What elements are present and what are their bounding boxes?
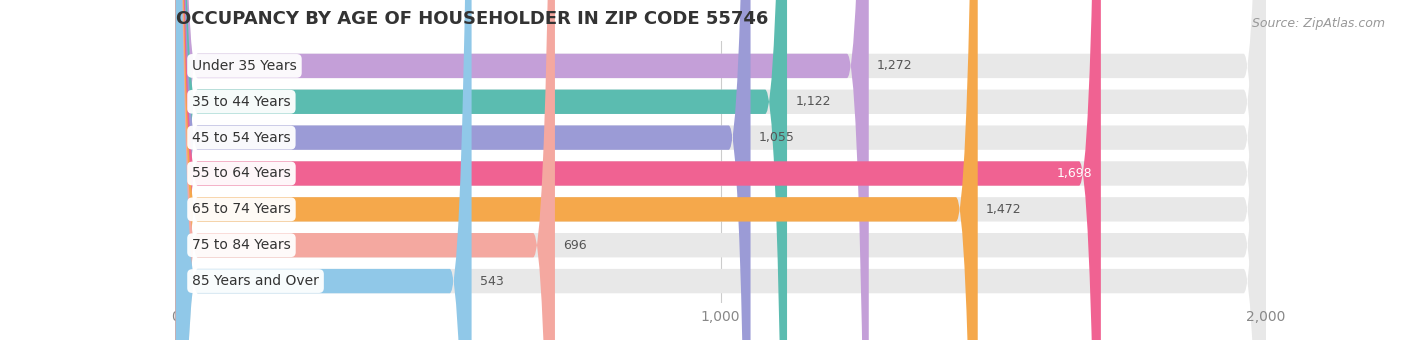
Text: 1,698: 1,698 xyxy=(1057,167,1092,180)
Text: 55 to 64 Years: 55 to 64 Years xyxy=(193,167,291,181)
FancyBboxPatch shape xyxy=(176,0,1101,340)
Text: 1,272: 1,272 xyxy=(877,59,912,72)
FancyBboxPatch shape xyxy=(176,0,977,340)
Text: 543: 543 xyxy=(479,275,503,288)
FancyBboxPatch shape xyxy=(176,0,471,340)
Text: 1,055: 1,055 xyxy=(759,131,794,144)
FancyBboxPatch shape xyxy=(176,0,751,340)
Text: 45 to 54 Years: 45 to 54 Years xyxy=(193,131,291,144)
Text: 65 to 74 Years: 65 to 74 Years xyxy=(193,202,291,216)
FancyBboxPatch shape xyxy=(176,0,1265,340)
FancyBboxPatch shape xyxy=(176,0,1265,340)
Text: OCCUPANCY BY AGE OF HOUSEHOLDER IN ZIP CODE 55746: OCCUPANCY BY AGE OF HOUSEHOLDER IN ZIP C… xyxy=(176,10,768,28)
Text: 35 to 44 Years: 35 to 44 Years xyxy=(193,95,291,109)
FancyBboxPatch shape xyxy=(176,0,1265,340)
FancyBboxPatch shape xyxy=(176,0,555,340)
Text: 85 Years and Over: 85 Years and Over xyxy=(193,274,319,288)
Text: Under 35 Years: Under 35 Years xyxy=(193,59,297,73)
FancyBboxPatch shape xyxy=(176,0,869,340)
Text: Source: ZipAtlas.com: Source: ZipAtlas.com xyxy=(1251,17,1385,30)
FancyBboxPatch shape xyxy=(176,0,1265,340)
FancyBboxPatch shape xyxy=(176,0,787,340)
FancyBboxPatch shape xyxy=(176,0,1265,340)
Text: 696: 696 xyxy=(564,239,586,252)
Text: 75 to 84 Years: 75 to 84 Years xyxy=(193,238,291,252)
FancyBboxPatch shape xyxy=(176,0,1265,340)
FancyBboxPatch shape xyxy=(176,0,1265,340)
Text: 1,122: 1,122 xyxy=(796,95,831,108)
Text: 1,472: 1,472 xyxy=(986,203,1022,216)
